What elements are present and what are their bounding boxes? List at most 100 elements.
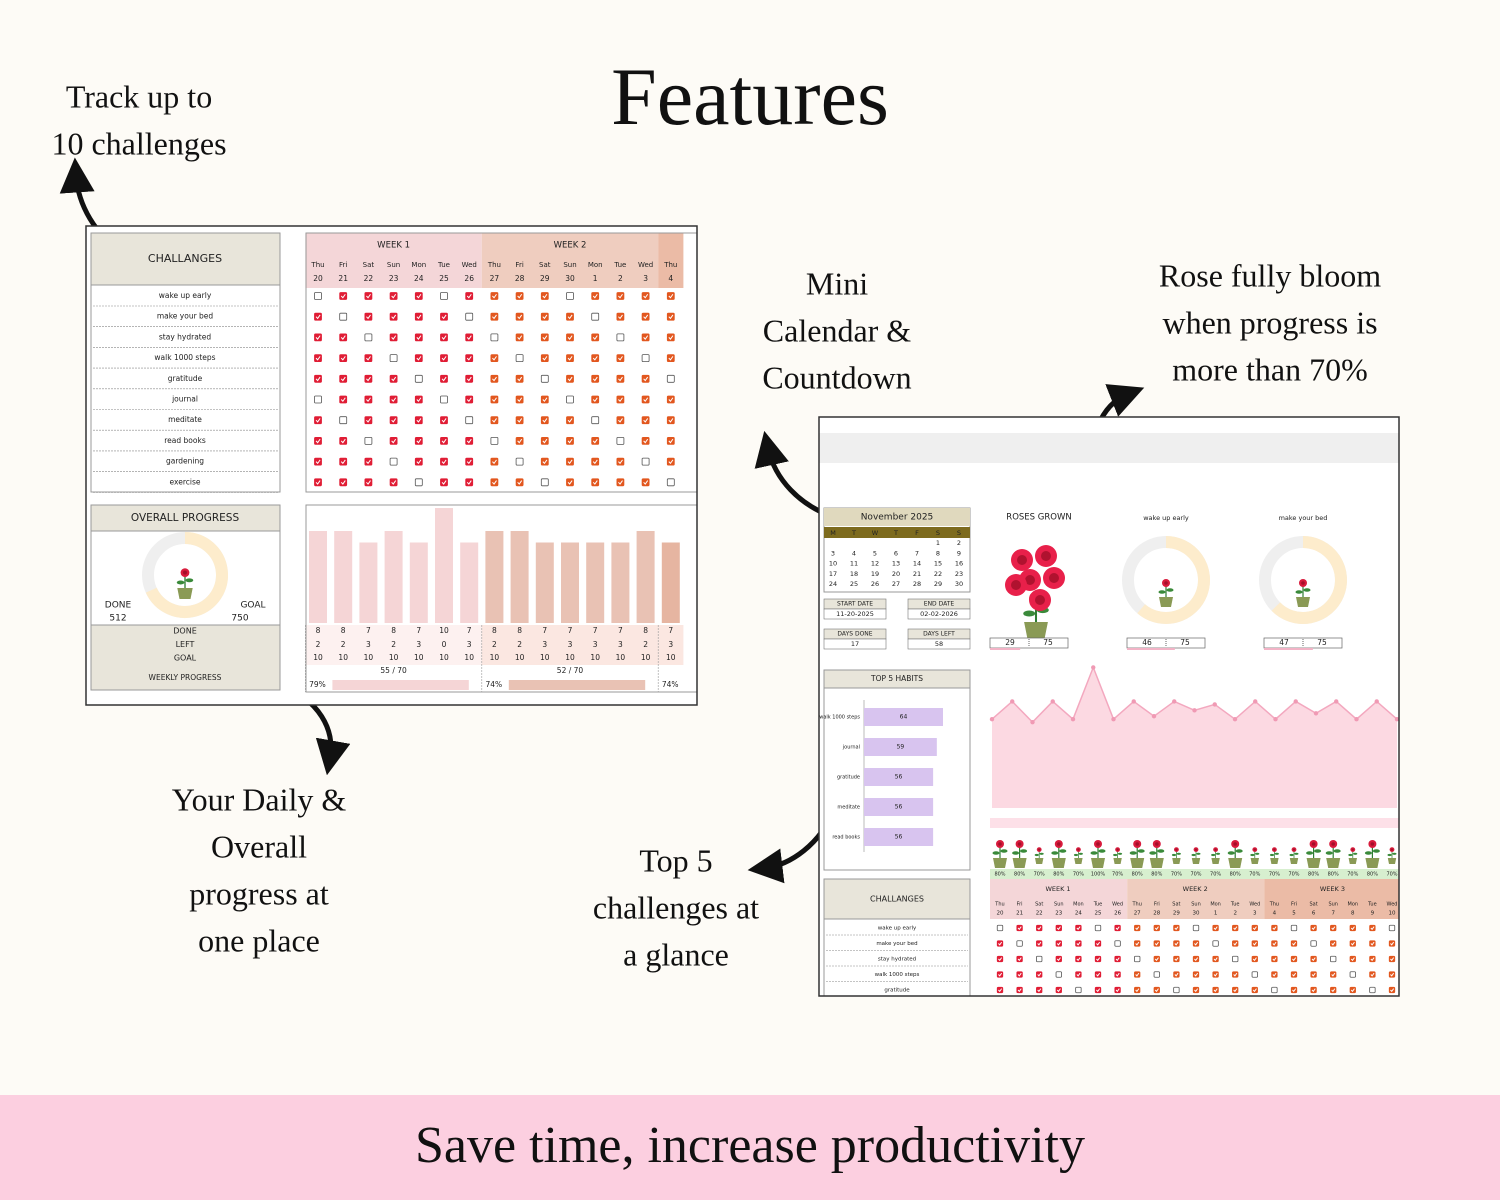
day-date: 26 bbox=[1114, 911, 1121, 917]
checkbox bbox=[515, 312, 524, 321]
trend-point bbox=[989, 717, 995, 722]
checkbox bbox=[666, 416, 675, 425]
goal-value: 10 bbox=[389, 653, 399, 662]
calendar-day: 9 bbox=[957, 549, 961, 557]
checkmark bbox=[517, 293, 523, 299]
checkmark bbox=[1017, 988, 1022, 993]
checkbox bbox=[1212, 986, 1219, 994]
checkmark bbox=[1076, 957, 1081, 962]
checkbox bbox=[1075, 955, 1082, 963]
panel-title: CHALLANGES bbox=[148, 252, 222, 265]
bloom-core bbox=[183, 570, 187, 575]
checkbox bbox=[616, 374, 625, 383]
weekly-progress-label: WEEKLY PROGRESS bbox=[149, 673, 222, 682]
leaf bbox=[1353, 852, 1358, 855]
day-date: 3 bbox=[1253, 911, 1257, 917]
leaf bbox=[1274, 852, 1279, 855]
checkbox bbox=[465, 292, 474, 300]
checkbox bbox=[566, 436, 574, 445]
leaf bbox=[1137, 849, 1145, 853]
checkmark bbox=[567, 418, 573, 423]
percent: 70% bbox=[1347, 872, 1358, 878]
checkmark bbox=[340, 376, 346, 382]
checkmark bbox=[542, 314, 548, 320]
checkbox bbox=[1212, 955, 1219, 963]
checkbox bbox=[515, 436, 524, 445]
leaf bbox=[1034, 853, 1039, 857]
leaf bbox=[1295, 590, 1303, 594]
row-label: LEFT bbox=[176, 640, 195, 649]
checkmark bbox=[1252, 988, 1257, 993]
percent: 70% bbox=[1249, 872, 1260, 878]
checkmark bbox=[517, 314, 523, 320]
footer-text: Save time, increase productivity bbox=[415, 1117, 1085, 1174]
week-percent: 74% bbox=[485, 680, 502, 689]
checkmark bbox=[1056, 941, 1061, 946]
trend-point bbox=[1030, 719, 1035, 725]
week-summary bbox=[305, 625, 482, 665]
leaf bbox=[1023, 610, 1036, 617]
day-date: 25 bbox=[439, 274, 449, 283]
left-value: 0 bbox=[442, 640, 447, 649]
checkmark bbox=[1037, 926, 1042, 931]
percent: 70% bbox=[1190, 872, 1201, 878]
trend-point bbox=[1374, 699, 1379, 704]
leaf bbox=[1289, 853, 1294, 857]
day-name: Mon bbox=[1210, 902, 1221, 908]
weekday: T bbox=[851, 529, 856, 537]
weekday-row bbox=[824, 527, 970, 538]
pot bbox=[1306, 858, 1321, 868]
checkmark bbox=[1233, 941, 1238, 946]
bar-label: walk 1000 steps bbox=[819, 715, 860, 721]
annotation: Countdown bbox=[762, 359, 911, 395]
done-value: 7 bbox=[568, 626, 573, 635]
checkbox bbox=[364, 395, 373, 404]
checkmark bbox=[567, 356, 573, 361]
bar bbox=[460, 542, 479, 623]
trend-point bbox=[1172, 699, 1177, 704]
checkbox bbox=[440, 395, 448, 404]
bar bbox=[309, 531, 327, 623]
checkbox bbox=[1310, 955, 1317, 963]
checkbox bbox=[465, 416, 474, 425]
calendar-day: 13 bbox=[892, 560, 900, 568]
checkbox bbox=[364, 292, 373, 300]
day-date: 23 bbox=[389, 274, 399, 283]
checkmark bbox=[1154, 988, 1159, 993]
checkmark bbox=[1096, 988, 1101, 993]
checkbox bbox=[339, 416, 348, 425]
checkbox bbox=[515, 292, 524, 300]
checkmark bbox=[1272, 972, 1277, 977]
panel-header bbox=[823, 669, 971, 689]
checkbox bbox=[540, 478, 549, 487]
done-value: 8 bbox=[316, 626, 321, 635]
checkmark bbox=[1037, 972, 1042, 977]
percent: 70% bbox=[1073, 872, 1084, 878]
challenge-name: journal bbox=[171, 395, 198, 404]
checkmark bbox=[1056, 957, 1061, 962]
done-label: DONE bbox=[105, 601, 132, 611]
checkbox bbox=[440, 436, 448, 445]
challenge-name: meditate bbox=[168, 415, 202, 424]
checkbox bbox=[1369, 924, 1376, 932]
day-name: Fri bbox=[339, 261, 347, 269]
checkmark bbox=[998, 957, 1003, 962]
bloom-core bbox=[1301, 581, 1305, 585]
challenge-name: wake up early bbox=[878, 926, 917, 932]
trend-point bbox=[1293, 699, 1298, 704]
checkmark bbox=[643, 480, 649, 485]
checkbox bbox=[1330, 924, 1337, 932]
checkmark bbox=[592, 397, 598, 403]
checkbox bbox=[1134, 940, 1141, 947]
trend-point bbox=[1091, 665, 1096, 670]
day-name: Thu bbox=[310, 261, 324, 269]
checkmark bbox=[492, 480, 497, 485]
info-value: 17 bbox=[851, 640, 859, 648]
bloom-core bbox=[1017, 842, 1022, 846]
habit-card-title: make your bed bbox=[1279, 514, 1328, 522]
checkmark bbox=[366, 459, 371, 465]
checkbox bbox=[515, 416, 524, 425]
donut-progress bbox=[1137, 536, 1210, 624]
checkbox bbox=[465, 436, 474, 445]
bloom-core bbox=[1214, 848, 1217, 851]
